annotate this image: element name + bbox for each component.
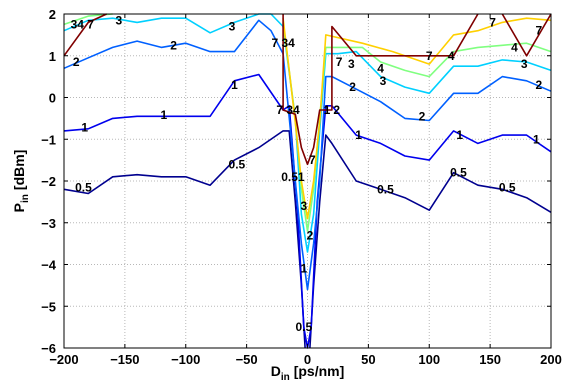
contour-label: 2: [307, 228, 314, 242]
contour-label: 2: [333, 103, 340, 117]
y-tick-label: 1: [49, 49, 56, 64]
contour-label: 1: [355, 128, 362, 142]
y-tick-label: −6: [41, 341, 56, 356]
contour-line-2: [63, 19, 552, 291]
contour-label: 3: [301, 199, 308, 213]
y-tick-label: −2: [41, 174, 56, 189]
contour-label: 2: [73, 55, 80, 69]
y-axis-label-sub: in: [20, 194, 31, 203]
contour-label: 0.5: [450, 166, 467, 180]
y-axis-label-unit: [dBm]: [11, 150, 27, 190]
contour-label: 3: [380, 74, 387, 88]
contour-label: 1: [533, 132, 540, 146]
contour-line-7: [282, 13, 479, 166]
contour-label: 3: [521, 57, 528, 71]
contour-label: 2: [419, 109, 426, 123]
contour-line-7: [501, 13, 552, 57]
x-tick-label: −100: [171, 352, 200, 367]
contour-label: 7: [426, 49, 433, 63]
x-tick-label: 100: [418, 352, 440, 367]
contour-label: 1: [301, 262, 308, 276]
contour-label: 3: [229, 20, 236, 34]
contour-label: 7 34: [271, 36, 295, 50]
contour-label: 3: [115, 13, 122, 27]
y-tick-label: −3: [41, 216, 56, 231]
contour-line-4: [282, 22, 552, 232]
y-tick-label: −5: [41, 299, 56, 314]
y-tick-label: −1: [41, 132, 56, 147]
x-tick-label: −200: [49, 352, 78, 367]
contour-lines: [63, 13, 552, 349]
contour-label: 0.5: [229, 157, 246, 171]
contour-label: 34 7: [71, 17, 95, 31]
y-axis-label-main: P: [11, 203, 27, 212]
x-tick-label: 150: [479, 352, 501, 367]
grid: [63, 13, 552, 349]
contour-label: 2: [170, 38, 177, 52]
x-axis-label: Din [ps/nm]: [271, 363, 345, 380]
contour-line-0-5: [309, 134, 552, 349]
y-tick-label: −4: [41, 258, 57, 273]
x-tick-label: 200: [540, 352, 562, 367]
contour-line-1: [63, 73, 552, 349]
contour-label: 4: [377, 61, 384, 75]
contour-label: 3: [348, 57, 355, 71]
x-tick-label: 50: [361, 352, 375, 367]
contour-label: 4: [511, 40, 518, 54]
contour-label: 7 34: [276, 103, 300, 117]
contour-label: 0.5: [377, 182, 394, 196]
contour-label: 7: [309, 153, 316, 167]
contour-line-7: [282, 17, 552, 220]
x-tick-label: 0: [304, 352, 311, 367]
contour-label: 7: [489, 15, 496, 29]
y-tick-label: 0: [49, 91, 56, 106]
contour-line-3: [63, 13, 552, 253]
contour-label: 2: [349, 80, 356, 94]
contour-label: 1: [456, 128, 463, 142]
contour-label: 0.5: [296, 320, 313, 334]
contour-label: 1: [160, 108, 167, 122]
contour-label: 7: [535, 24, 542, 38]
x-axis-label-unit: [ps/nm]: [294, 363, 345, 379]
contour-line-7: [63, 13, 107, 57]
x-tick-label: −50: [236, 352, 258, 367]
contour-label: 1: [231, 78, 238, 92]
contour-label: 1: [324, 103, 331, 117]
x-tick-label: −150: [110, 352, 139, 367]
x-axis-label-sub: in: [281, 372, 290, 380]
contour-label: 4: [448, 49, 455, 63]
contour-label: 0.51: [281, 170, 305, 184]
contour-label: 1: [81, 121, 88, 135]
contour-label: 2: [535, 78, 542, 92]
axis-ticks: −200 −150 −100 −50 0 50 100 150 200 −6 −5 −4 −3 −2 −1 0…: [41, 7, 562, 367]
contour-label: 7: [336, 55, 343, 69]
contour-line-0-5: [63, 130, 306, 349]
y-axis-label: Pin [dBm]: [11, 150, 31, 213]
contour-label: 0.5: [499, 180, 516, 194]
x-axis-label-main: D: [271, 363, 281, 379]
contour-label: 0.5: [75, 180, 92, 194]
y-tick-label: 2: [49, 7, 56, 22]
